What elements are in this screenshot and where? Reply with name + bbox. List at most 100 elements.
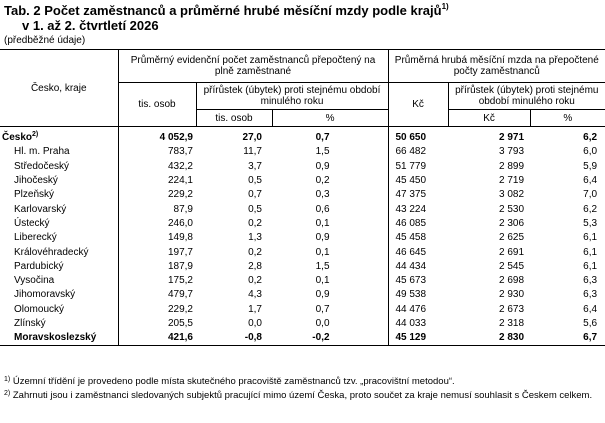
value-cell: 46 645 [387, 245, 449, 260]
header-change: přírůstek (úbytek) proti stejnému období… [195, 82, 389, 110]
value-cell: 0,5 [248, 203, 262, 215]
region-name: Pardubický [14, 260, 64, 272]
value-cell: 6,4 [583, 303, 598, 315]
value-cell: 3 082 [499, 189, 525, 201]
value-cell: 2 698 [499, 275, 525, 287]
value-cell: 2 530 [499, 203, 525, 215]
title-line2: v 1. až 2. čtvrtletí 2026 [22, 18, 159, 33]
value-cell: 246,0 [167, 217, 193, 229]
value-cell: 45 458 [387, 231, 449, 246]
value-cell: 0,2 [315, 175, 330, 187]
value-cell: 3 793 [499, 146, 525, 158]
value-cell: 149,8 [167, 232, 193, 244]
footnote-text: Územní třídění je provedeno podle místa … [12, 376, 455, 387]
region-cell: Zlínský [0, 316, 119, 332]
region-cell: Ústecký [0, 216, 119, 232]
table-row: Vysočina 175,2 0,2 0,1 45 673 2 698 6,3 [0, 273, 605, 289]
footnotes: 1) Územní třídění je provedeno podle mís… [4, 376, 602, 404]
value-cell: 2 318 [499, 318, 525, 329]
header-group: Průměrná hrubá měsíční mzda na přepočten… [387, 49, 605, 83]
value-cell: 44 476 [387, 302, 449, 317]
value-cell: 51 779 [387, 159, 449, 174]
value-cell: 0,3 [315, 189, 330, 201]
header-unit: tis. osob [195, 109, 273, 127]
value-cell: 0,2 [248, 246, 262, 258]
table-row: Pardubický 187,9 2,8 1,5 44 434 2 545 6,1 [0, 259, 605, 274]
region-name: Ústecký [14, 217, 50, 229]
value-cell: 479,7 [167, 289, 193, 301]
region-name: Vysočina [14, 275, 55, 287]
value-cell: 2 930 [499, 289, 525, 301]
header-unit: tis. osob [117, 82, 197, 127]
table-row: Karlovarský 87,9 0,5 0,6 43 224 2 530 6,2 [0, 202, 605, 217]
value-cell: 4 052,9 [159, 132, 193, 144]
value-cell: 6,2 [583, 203, 598, 215]
value-cell: 205,5 [167, 318, 193, 329]
table-row: Středočeský 432,2 3,7 0,9 51 779 2 899 5,9 [0, 159, 605, 174]
value-cell: 0,7 [315, 132, 330, 144]
region-name: Zlínský [14, 318, 46, 329]
value-cell: 2 306 [499, 217, 525, 229]
header-unit: Kč [447, 109, 531, 127]
value-cell: 0,1 [315, 275, 330, 287]
region-name: Jihočeský [14, 175, 58, 187]
region-cell: Pardubický [0, 259, 119, 274]
value-cell: 0,9 [315, 160, 330, 172]
value-cell: 3,7 [248, 160, 262, 172]
region-cell: Jihočeský [0, 173, 119, 189]
table-row: Olomoucký 229,2 1,7 0,7 44 476 2 673 6,4 [0, 302, 605, 317]
region-name: Česko [2, 132, 33, 144]
table-row: Zlínský 205,5 0,0 0,0 44 033 2 318 5,6 [0, 316, 605, 332]
value-cell: 44 033 [387, 316, 449, 332]
value-cell: 6,3 [583, 275, 598, 287]
region-cell: Vysočina [0, 273, 119, 289]
table-row: Moravskoslezský 421,6 -0,8 -0,2 45 129 2 830 6… [0, 331, 605, 347]
data-table: Česko, kraje Průměrný evidenční počet za… [0, 49, 605, 347]
value-cell: 0,9 [315, 232, 330, 244]
value-cell: 45 673 [387, 273, 449, 289]
title-text: Tab. 2 Počet zaměstnanců a průměrné hrub… [4, 3, 442, 18]
value-cell: 49 538 [387, 288, 449, 303]
value-cell: 50 650 [387, 126, 449, 146]
region-cell: Liberecký [0, 231, 119, 246]
value-cell: 229,2 [167, 189, 193, 201]
value-cell: 783,7 [167, 146, 193, 158]
table-row: Jihočeský 224,1 0,5 0,2 45 450 2 719 6,4 [0, 173, 605, 189]
region-name: Jihomoravský [14, 289, 76, 301]
value-cell: 6,0 [583, 146, 598, 158]
header-group: Průměrný evidenční počet zaměstnanců pře… [117, 49, 389, 83]
value-cell: 2 830 [448, 331, 531, 347]
value-cell: 66 482 [387, 145, 449, 160]
value-cell: 4,3 [248, 289, 262, 301]
header-region: Česko, kraje [0, 49, 119, 127]
value-cell: 1,3 [248, 232, 262, 244]
region-name: Olomoucký [14, 303, 65, 315]
table-row: Královéhradecký 197,7 0,2 0,1 46 645 2 691 6,1 [0, 245, 605, 260]
value-cell: 0,1 [315, 217, 330, 229]
value-cell: 0,2 [248, 275, 262, 287]
value-cell: 0,7 [248, 189, 262, 201]
value-cell: 2 545 [499, 260, 525, 272]
header-change: přírůstek (úbytek) proti stejnému období… [447, 82, 605, 110]
region-cell: Česko2) [0, 126, 119, 146]
value-cell: 224,1 [167, 175, 193, 187]
value-cell: 44 434 [387, 259, 449, 274]
title-ref: 1) [441, 2, 449, 11]
value-cell: 2 691 [499, 246, 525, 258]
value-cell: 2 899 [499, 160, 525, 172]
region-cell: Olomoucký [0, 302, 119, 317]
value-cell: 432,2 [167, 160, 193, 172]
footnote: 2) Zahrnuti jsou i zaměstnanci sledovaný… [4, 390, 602, 402]
region-cell: Královéhradecký [0, 245, 119, 260]
value-cell: 2 673 [499, 303, 525, 315]
footnote-ref: 2) [32, 131, 39, 139]
region-name: Liberecký [14, 232, 57, 244]
table-row: Česko2) 4 052,9 27,0 0,7 50 650 2 971 6,2 [0, 126, 605, 146]
region-cell: Karlovarský [0, 202, 119, 217]
value-cell: -0,2 [272, 331, 389, 347]
value-cell: 6,4 [583, 175, 598, 187]
value-cell: 0,7 [315, 303, 330, 315]
note: (předběžné údaje) [4, 35, 86, 46]
value-cell: 2 971 [499, 132, 525, 144]
